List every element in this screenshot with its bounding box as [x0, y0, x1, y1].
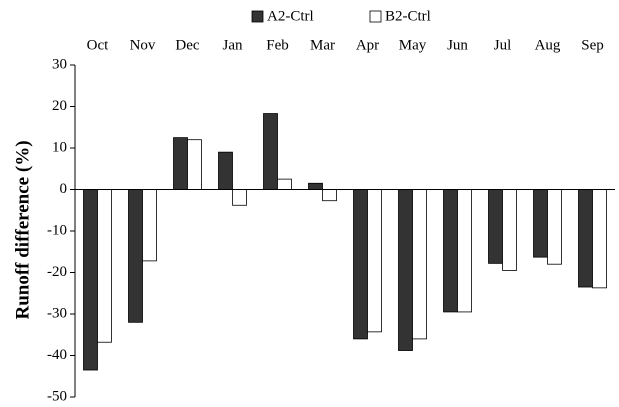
y-tick-label: 30 — [52, 56, 67, 72]
bar — [367, 189, 382, 333]
y-tick-label: 10 — [52, 139, 67, 155]
y-tick-label: -40 — [47, 347, 67, 363]
bar — [97, 189, 112, 343]
x-tick-label: Nov — [130, 37, 156, 53]
x-tick-label: Apr — [356, 37, 379, 53]
x-tick-label: Feb — [266, 37, 289, 53]
bar — [457, 189, 472, 313]
y-tick-label: -10 — [47, 222, 67, 238]
bar — [533, 189, 548, 258]
y-tick-label: -50 — [47, 388, 67, 404]
legend-swatch — [369, 10, 382, 23]
bar — [592, 189, 607, 289]
legend-label: B2-Ctrl — [385, 8, 431, 24]
bar — [187, 139, 202, 190]
y-axis-label: Runoff difference (%) — [12, 140, 33, 319]
x-tick-label: Dec — [175, 37, 199, 53]
x-tick-label: Oct — [87, 37, 109, 53]
bar — [218, 151, 233, 190]
bar — [322, 189, 337, 202]
bar — [443, 189, 458, 313]
y-tick-label: 0 — [60, 181, 68, 197]
bar — [502, 189, 517, 271]
legend-label: A2-Ctrl — [267, 8, 314, 24]
bar — [263, 113, 278, 190]
x-tick-label: Jan — [223, 37, 243, 53]
bar — [488, 189, 503, 264]
bar — [578, 189, 593, 288]
bar — [232, 189, 247, 206]
x-tick-label: Jul — [494, 37, 512, 53]
bar — [547, 189, 562, 265]
bar — [277, 178, 292, 190]
x-tick-label: Aug — [535, 37, 561, 53]
bar — [398, 189, 413, 351]
bar — [353, 189, 368, 340]
y-tick-label: -20 — [47, 264, 67, 280]
bar — [142, 189, 157, 262]
x-tick-label: Sep — [581, 37, 604, 53]
bar — [128, 189, 143, 323]
y-tick-label: 20 — [52, 98, 67, 114]
bar — [308, 182, 323, 190]
bar — [173, 137, 188, 190]
x-tick-label: May — [399, 37, 427, 53]
bar — [83, 189, 98, 371]
bar — [412, 189, 427, 340]
x-tick-label: Jun — [447, 37, 468, 53]
x-tick-label: Mar — [310, 37, 335, 53]
y-tick-label: -30 — [47, 305, 67, 321]
legend-swatch — [251, 10, 264, 23]
